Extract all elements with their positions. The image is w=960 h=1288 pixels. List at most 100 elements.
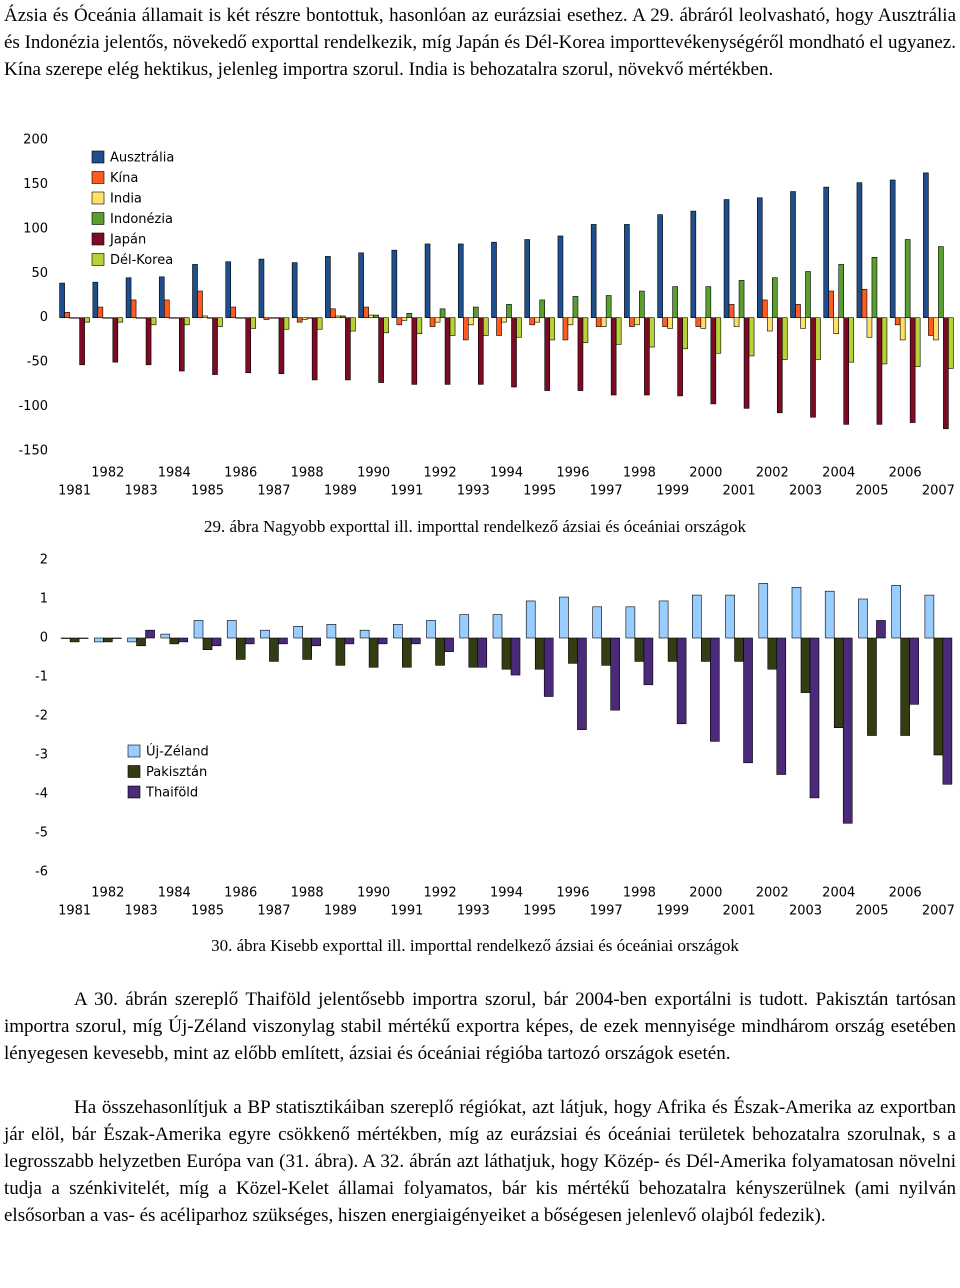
- bar: [273, 317, 280, 319]
- x-tick-label: 1982: [91, 886, 124, 901]
- bar: [69, 637, 80, 643]
- bar: [909, 317, 916, 423]
- bar: [715, 317, 722, 354]
- bar: [92, 281, 99, 319]
- x-tick-label: 1989: [324, 484, 357, 499]
- legend-swatch: [127, 744, 141, 758]
- x-tick-label: 1995: [523, 904, 556, 919]
- y-tick-label: -1: [35, 670, 48, 685]
- x-tick-label: 1985: [191, 484, 224, 499]
- x-tick-label: 1984: [158, 466, 191, 481]
- bar: [756, 197, 763, 319]
- bar: [145, 629, 155, 639]
- bar: [467, 317, 474, 326]
- bar: [568, 637, 578, 664]
- bar: [938, 246, 944, 319]
- bar: [60, 637, 71, 639]
- bar: [192, 264, 198, 319]
- x-tick-label: 1988: [291, 886, 324, 901]
- bar: [781, 317, 788, 360]
- bar: [676, 637, 687, 725]
- bar: [250, 317, 257, 329]
- bar: [258, 258, 265, 319]
- y-tick-label: 0: [40, 631, 48, 646]
- x-tick-label: 2000: [689, 466, 722, 481]
- bar: [496, 317, 502, 336]
- bar: [624, 224, 630, 319]
- bar: [444, 637, 454, 652]
- bar: [240, 317, 247, 319]
- x-tick-label: 1994: [490, 466, 523, 481]
- bar: [600, 317, 607, 327]
- bar: [393, 624, 403, 639]
- bar: [235, 317, 242, 319]
- bar: [245, 317, 252, 374]
- y-tick-label: 200: [23, 133, 48, 148]
- bar: [610, 317, 617, 396]
- bar: [150, 317, 157, 326]
- bar: [942, 637, 953, 785]
- bar: [695, 317, 702, 327]
- bar: [843, 317, 850, 425]
- legend-label: Indonézia: [110, 212, 173, 227]
- bar: [350, 317, 356, 332]
- bar: [501, 637, 512, 670]
- bar: [112, 637, 122, 639]
- bar: [235, 637, 246, 660]
- bar: [335, 315, 341, 319]
- bar: [776, 317, 783, 414]
- bar: [283, 317, 290, 330]
- bar: [435, 637, 445, 666]
- bar: [734, 637, 744, 662]
- legend-label: Új-Zéland: [146, 744, 209, 760]
- bar: [145, 317, 152, 366]
- bar: [226, 620, 237, 639]
- bar: [824, 590, 835, 639]
- bar: [658, 600, 669, 639]
- bar: [368, 637, 379, 668]
- legend-swatch: [127, 765, 141, 778]
- bar: [69, 317, 75, 319]
- bar: [230, 306, 237, 319]
- x-tick-label: 2004: [822, 466, 855, 481]
- legend-swatch: [91, 191, 105, 205]
- x-tick-label: 2003: [789, 484, 822, 499]
- bar: [649, 317, 655, 348]
- x-tick-label: 1990: [357, 466, 390, 481]
- x-tick-label: 2005: [855, 484, 888, 499]
- bar: [923, 172, 929, 319]
- bar: [260, 629, 270, 639]
- bar: [625, 606, 636, 639]
- bar: [373, 314, 379, 319]
- bar: [64, 312, 70, 319]
- bar: [562, 317, 569, 341]
- bar: [340, 315, 346, 319]
- y-tick-label: -3: [35, 748, 48, 763]
- bar: [776, 637, 787, 775]
- bar: [690, 210, 697, 319]
- bar: [268, 317, 275, 319]
- bar: [743, 317, 750, 409]
- x-tick-label: 2001: [723, 904, 756, 919]
- bar: [900, 637, 910, 736]
- bar: [402, 637, 412, 668]
- bar: [468, 637, 479, 668]
- bar: [629, 317, 635, 327]
- x-tick-label: 2007: [922, 904, 955, 919]
- bar: [197, 290, 203, 319]
- bar: [202, 637, 213, 650]
- bar: [557, 235, 564, 319]
- bar: [791, 586, 802, 639]
- bar: [169, 637, 180, 645]
- x-tick-label: 1994: [490, 886, 523, 901]
- bar: [330, 308, 336, 319]
- y-tick-label: -2: [35, 709, 48, 724]
- bar: [291, 262, 298, 319]
- bar: [582, 317, 589, 343]
- bar: [590, 224, 597, 319]
- bar: [306, 317, 313, 319]
- bar: [692, 594, 702, 639]
- bar: [701, 637, 711, 662]
- x-tick-label: 1992: [424, 466, 457, 481]
- x-tick-label: 2003: [789, 904, 822, 919]
